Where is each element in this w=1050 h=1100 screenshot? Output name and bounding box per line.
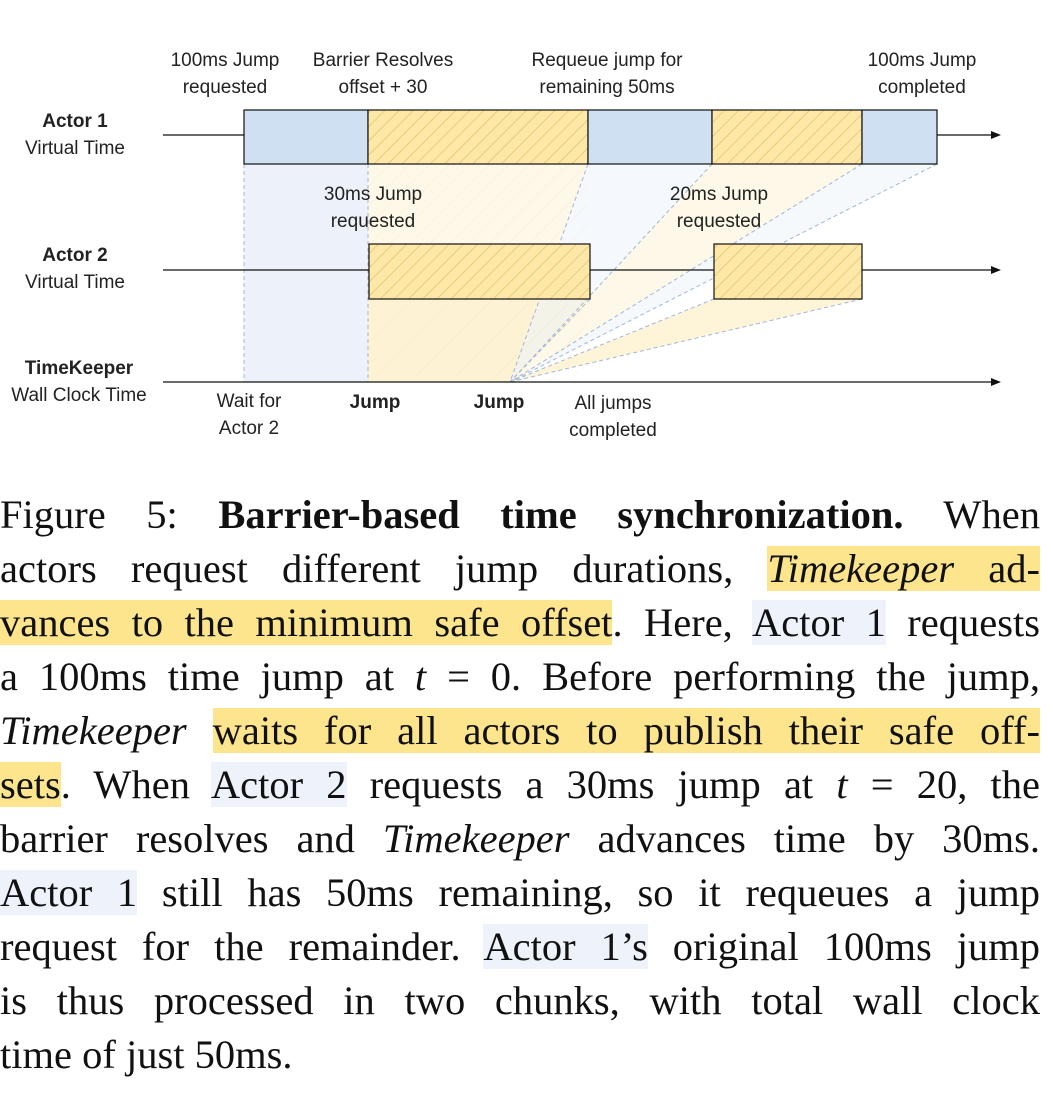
projection-actor2-jump2-shade [510,299,862,382]
label-jump-1: Jump [349,392,401,413]
label-30ms-jump-requested: 30ms Jump requested [323,184,423,232]
caption-line: vances to the minimum safe offset. Here,… [0,596,1040,650]
timing-diagram: 100ms Jump requested Barrier Resolves of… [0,0,1050,460]
caption-line: Timekeeper waits for all actors to publi… [0,704,1041,758]
caption-text: Timekeeper [382,816,570,861]
highlighted-text: sets [0,762,61,807]
caption-text: = 20, the [847,762,1040,807]
actor-reference: Actor 1’s [483,924,648,969]
caption-text: = 0. Before performing the jump, [426,654,1040,699]
caption-line: time of just 50ms. [0,1028,1040,1082]
caption-line: Actor 1 still has 50ms remaining, so it … [0,866,1040,920]
caption-line: is thus processed in two chunks, with to… [0,974,1040,1028]
caption-text: still has 50ms remaining, so it requeues… [137,870,1040,915]
highlighted-text: ad- [954,546,1040,591]
label-wait-for-actor2: Wait for Actor 2 [216,391,282,439]
caption-line: barrier resolves and Timekeeper advances… [0,812,1040,866]
actor2-axis-arrow [991,266,1001,274]
caption-text: advances time by 30ms. [569,816,1040,861]
highlighted-text: Timekeeper [767,546,955,591]
caption-text: time of just 50ms. [0,1032,293,1077]
caption-text: Timekeeper [0,708,187,753]
caption-line: sets. When Actor 2 requests a 30ms jump … [0,758,1040,812]
actor1-block-wait [243,109,369,165]
actor-reference: Actor 1 [0,870,138,915]
row-label-actor1: Actor 1 Virtual Time [25,111,125,159]
caption-text: is thus processed in two chunks, with to… [0,978,1040,1023]
timing-diagram-svg [163,109,1001,386]
timekeeper-axis-arrow [991,378,1001,386]
label-requeue-jump: Requeue jump for remaining 50ms [531,50,683,98]
caption-line: Figure 5: Barrier-based time synchroniza… [0,488,1040,542]
caption-text: actors request different jump durations, [0,546,768,591]
caption-line: request for the remainder. Actor 1’s ori… [0,920,1040,974]
caption-text: Figure 5: [0,492,219,537]
actor1-block-requeue [587,109,713,165]
caption-line: actors request different jump durations,… [0,542,1040,596]
label-jump-2: Jump [473,392,525,413]
caption-text: . When [60,762,211,807]
figure-caption: Figure 5: Barrier-based time synchroniza… [0,488,1041,1082]
actor-reference: Actor 1 [751,600,886,645]
caption-text: a 100ms time jump at [0,654,415,699]
actor-reference: Actor 2 [210,762,347,807]
row-label-actor2: Actor 2 Virtual Time [25,245,125,293]
highlighted-text: vances to the minimum safe offset [0,600,613,645]
actor1-block-complete [861,109,938,165]
caption-text: requests [885,600,1041,645]
caption-text [187,708,213,753]
caption-line: a 100ms time jump at t = 0. Before perfo… [0,650,1040,704]
caption-text: t [414,654,427,699]
caption-text: t [836,762,848,807]
label-100ms-jump-completed: 100ms Jump completed [867,50,977,98]
label-barrier-resolves: Barrier Resolves offset + 30 [312,50,454,98]
projection-wait-shade [244,164,368,382]
row-label-timekeeper: TimeKeeper Wall Clock Time [11,358,147,406]
caption-text: request for the remainder. [0,924,484,969]
caption-text: When [903,492,1040,537]
label-20ms-jump-requested: 20ms Jump requested [669,184,769,232]
highlighted-text: waits for all actors to publish their sa… [212,708,1041,753]
actor1-axis-arrow [991,131,1001,139]
caption-text: requests a 30ms jump at [346,762,837,807]
caption-text: barrier resolves and [0,816,383,861]
label-100ms-jump-requested: 100ms Jump requested [170,50,280,98]
caption-text: Barrier-based time synchronization. [218,492,904,537]
caption-text: . Here, [612,600,752,645]
caption-text: original 100ms jump [647,924,1040,969]
label-all-jumps-completed: All jumps completed [569,393,657,441]
